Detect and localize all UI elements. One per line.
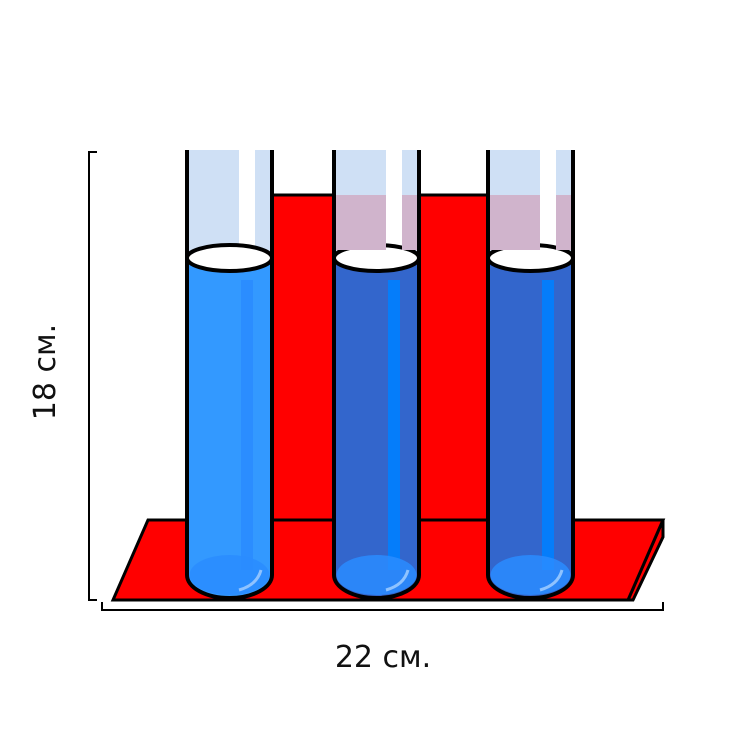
test-tube xyxy=(185,148,274,600)
height-label: 18 см. xyxy=(28,324,63,420)
height-bracket xyxy=(88,151,97,601)
width-bracket xyxy=(101,602,664,611)
test-tube xyxy=(486,148,575,600)
width-label: 22 см. xyxy=(335,640,431,675)
test-tube xyxy=(332,148,421,600)
